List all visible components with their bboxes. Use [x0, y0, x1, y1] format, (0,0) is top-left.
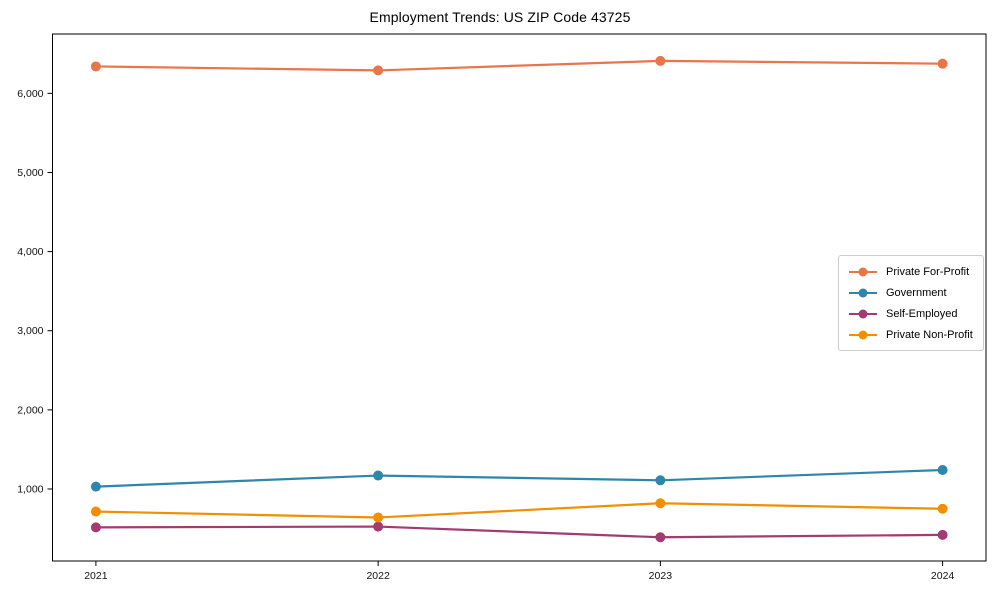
data-point [937, 529, 948, 540]
series-line-self-employed [94, 525, 944, 539]
legend-swatch [849, 288, 877, 297]
y-tick-label: 2,000 [17, 404, 43, 416]
legend-swatch [849, 309, 877, 318]
data-point [90, 61, 101, 72]
data-point [373, 65, 384, 76]
legend-label: Self-Employed [886, 307, 958, 320]
legend-item-government: Government [848, 284, 973, 301]
chart-title: Employment Trends: US ZIP Code 43725 [369, 9, 631, 25]
y-tick-label: 3,000 [17, 325, 43, 337]
x-tick-label: 2023 [649, 570, 673, 582]
legend: Private For-Profit Government Self-Employe… [838, 255, 984, 351]
data-point [937, 503, 948, 514]
series-line-private-non-profit [94, 502, 944, 519]
data-point [90, 506, 101, 517]
legend-item-private-for-profit: Private For-Profit [848, 263, 973, 280]
data-point [655, 475, 666, 486]
x-tick-label: 2022 [366, 570, 390, 582]
plot-border [52, 33, 987, 562]
y-tick-label: 4,000 [17, 246, 43, 258]
data-point [655, 498, 666, 509]
data-point [937, 465, 948, 476]
data-point [655, 55, 666, 66]
data-point [373, 521, 384, 532]
legend-label: Government [886, 286, 947, 299]
x-tick-label: 2021 [84, 570, 108, 582]
legend-label: Private For-Profit [886, 265, 970, 278]
data-point [373, 470, 384, 481]
y-tick-label: 5,000 [17, 167, 43, 179]
data-point [373, 512, 384, 523]
data-point [90, 481, 101, 492]
data-point [937, 58, 948, 69]
legend-item-self-employed: Self-Employed [848, 305, 973, 322]
data-point [90, 522, 101, 533]
data-point [655, 532, 666, 543]
y-tick-label: 1,000 [17, 483, 43, 495]
series-line-government [94, 468, 944, 488]
legend-item-private-non-profit: Private Non-Profit [848, 326, 973, 343]
x-tick-label: 2024 [931, 570, 955, 582]
legend-swatch [849, 267, 877, 276]
y-tick-label: 6,000 [17, 88, 43, 100]
series-line-private-for-profit [94, 59, 944, 72]
legend-label: Private Non-Profit [886, 328, 973, 341]
legend-swatch [849, 330, 877, 339]
